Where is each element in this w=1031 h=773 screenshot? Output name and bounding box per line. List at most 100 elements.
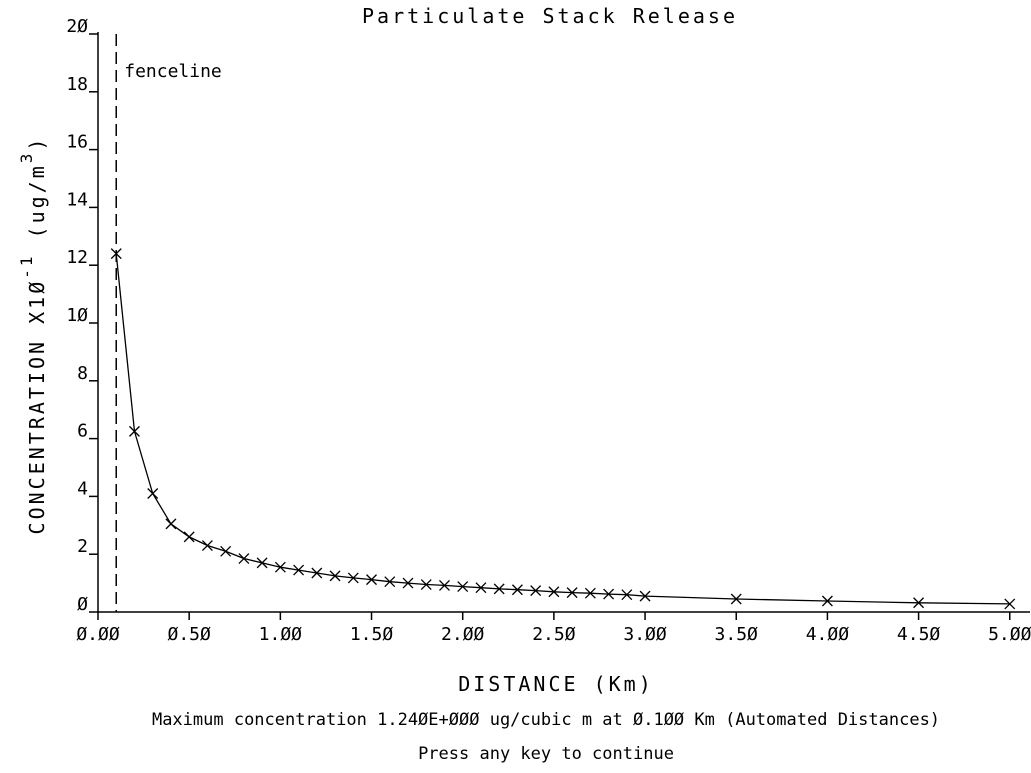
data-point-stroke (420, 579, 432, 591)
data-point-stroke (201, 540, 213, 551)
data-point-stroke (548, 586, 560, 598)
y-axis-title: CONCENTRATION X1Ø-1 (ug/m3) (17, 136, 49, 535)
data-point-stroke (913, 597, 925, 609)
data-point-stroke (329, 570, 341, 582)
y-tick-label: Ø (77, 594, 88, 615)
data-point-stroke (110, 248, 122, 260)
x-axis-title: DISTANCE (Km) (458, 672, 654, 696)
data-point (603, 588, 615, 600)
data-point (274, 561, 286, 573)
data-point-stroke (274, 561, 286, 573)
data-point-stroke (621, 589, 633, 601)
svg-text:CONCENTRATION X1Ø-1 (ug/m3): CONCENTRATION X1Ø-1 (ug/m3) (17, 136, 49, 535)
data-point (420, 579, 432, 591)
data-point-stroke (530, 585, 542, 597)
data-point (238, 553, 250, 564)
x-tick-label: 4.ØØ (806, 624, 850, 645)
y-axis-unit-exponent: 3 (17, 151, 36, 164)
data-point (639, 590, 651, 602)
x-tick-label: 3.5Ø (715, 624, 759, 645)
y-axis-label: CONCENTRATION X1Ø (25, 279, 49, 535)
data-point-stroke (220, 545, 232, 557)
data-point-stroke (821, 595, 833, 607)
x-tick-label: Ø.5Ø (167, 624, 211, 645)
data-point-stroke (402, 577, 414, 589)
y-tick-label: 2 (77, 536, 88, 557)
data-point (493, 583, 505, 595)
data-point-stroke (147, 488, 159, 499)
y-tick-label: 2Ø (66, 16, 88, 37)
data-point (183, 531, 195, 543)
data-point-stroke (165, 518, 177, 530)
data-point (329, 570, 341, 582)
data-point (511, 584, 523, 596)
y-axis-unit-close: ) (25, 136, 49, 151)
continue-prompt[interactable]: Press any key to continue (418, 744, 674, 764)
x-tick-label: 3.ØØ (623, 624, 667, 645)
data-point (439, 579, 450, 591)
y-tick-label: 12 (66, 247, 88, 268)
data-point (347, 572, 359, 584)
y-tick-label: 8 (77, 363, 88, 384)
data-point-stroke (366, 574, 377, 586)
data-point (256, 557, 268, 569)
x-tick-label: 5.ØØ (988, 624, 1031, 645)
series-group (110, 248, 1016, 610)
data-point (165, 518, 177, 530)
data-point (220, 545, 232, 557)
data-point-stroke (1004, 598, 1016, 610)
fenceline-group: fenceline (115, 34, 222, 612)
y-tick-label: 6 (77, 421, 88, 442)
data-point (457, 581, 469, 593)
x-tick-label: 4.5Ø (897, 624, 941, 645)
data-point-stroke (566, 587, 578, 599)
x-tick-label: 1.ØØ (259, 624, 303, 645)
x-tick-label: Ø.ØØ (76, 624, 120, 645)
data-point-stroke (730, 593, 742, 605)
data-point-stroke (311, 567, 323, 579)
data-point (1004, 598, 1016, 610)
data-point (621, 589, 633, 601)
data-point (584, 587, 596, 599)
series-line (115, 253, 1010, 605)
data-point (730, 593, 742, 605)
data-point-stroke (384, 576, 396, 588)
data-point (366, 574, 377, 586)
data-point (913, 597, 925, 609)
data-point (147, 488, 159, 499)
data-point-stroke (511, 584, 523, 596)
data-point-stroke (475, 582, 487, 594)
data-point (402, 577, 414, 589)
data-point (293, 564, 305, 576)
data-point (475, 582, 487, 594)
data-point (548, 586, 560, 598)
data-point-stroke (238, 553, 250, 564)
chart-title: Particulate Stack Release (362, 4, 738, 28)
data-point (311, 567, 323, 579)
x-tick-label: 1.5Ø (350, 624, 394, 645)
data-point-stroke (603, 588, 615, 600)
data-point-stroke (293, 564, 305, 576)
data-point-stroke (439, 579, 450, 591)
axes: Ø 2 4 6 8 1Ø 12 14 16 18 2Ø Ø.ØØ Ø.5Ø 1.ØØ 1.5Ø 2.ØØ 2.5… (66, 16, 1031, 645)
data-point-stroke (584, 587, 596, 599)
y-axis-exponent: -1 (17, 253, 36, 278)
data-point (384, 576, 396, 588)
data-point-stroke (183, 531, 195, 543)
data-point-stroke (457, 581, 469, 593)
data-point (110, 248, 122, 260)
data-point (821, 595, 833, 607)
x-tick-label: 2.5Ø (532, 624, 576, 645)
data-point (566, 587, 578, 599)
y-tick-label: 16 (66, 132, 88, 153)
data-point (201, 540, 213, 551)
data-point (530, 585, 542, 597)
data-point-stroke (347, 572, 359, 584)
data-point-stroke (493, 583, 505, 595)
data-point (129, 425, 140, 437)
fenceline-label: fenceline (124, 61, 222, 82)
y-tick-label: 1Ø (66, 305, 88, 326)
y-tick-label: 18 (66, 74, 88, 95)
y-tick-label: 4 (77, 478, 88, 499)
